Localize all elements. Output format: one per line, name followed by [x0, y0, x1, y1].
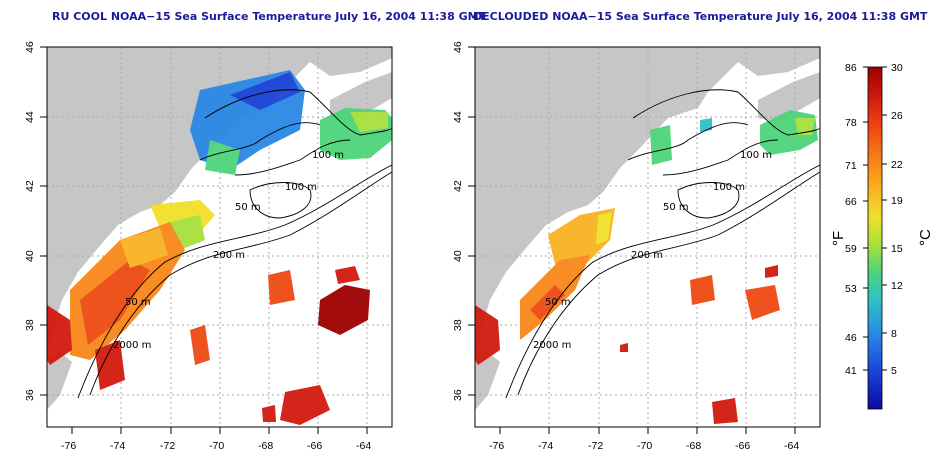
lon-tick: -64	[784, 440, 799, 452]
lat-tick: 44	[452, 111, 464, 123]
fahrenheit-tick: 41	[845, 365, 857, 377]
celsius-tick: 30	[891, 62, 903, 74]
contour-label: 50 m	[545, 297, 571, 308]
lon-tick: -72	[588, 440, 603, 452]
lon-tick: -70	[209, 440, 224, 452]
lon-tick: -74	[538, 440, 553, 452]
panel-1-map: 100 m 100 m 50 m 200 m 50 m 2000 m 36 38…	[24, 41, 393, 452]
sst-data	[475, 110, 818, 424]
lon-tick: -68	[686, 440, 701, 452]
celsius-tick: 5	[891, 365, 897, 377]
colorbar: 86 78 71 66 59 53 46 41 30 26 22 19 15 1…	[830, 62, 934, 410]
lon-tick: -72	[160, 440, 175, 452]
celsius-tick: 8	[891, 328, 897, 340]
contour-label: 2000 m	[533, 340, 571, 351]
lat-tick: 42	[452, 180, 464, 192]
nova-scotia	[758, 72, 820, 122]
celsius-unit-label: °C	[917, 229, 934, 246]
contour-label: 2000 m	[113, 340, 151, 351]
sst-data	[47, 70, 392, 425]
fahrenheit-tick: 86	[845, 62, 857, 74]
lat-tick: 36	[452, 389, 464, 401]
lon-tick: -64	[356, 440, 371, 452]
lat-tick: 46	[24, 41, 36, 53]
fahrenheit-tick: 46	[845, 332, 857, 344]
fahrenheit-tick: 53	[845, 283, 857, 295]
lat-tick: 40	[452, 250, 464, 262]
celsius-tick: 22	[891, 159, 903, 171]
land-mass	[47, 47, 392, 360]
colorbar-gradient	[867, 66, 883, 410]
lat-tick: 38	[452, 319, 464, 331]
lat-tick: 40	[24, 250, 36, 262]
lon-tick: -76	[489, 440, 504, 452]
fahrenheit-tick: 59	[845, 243, 857, 255]
isobath-contours	[77, 89, 392, 399]
panel-1-title: RU COOL NOAA−15 Sea Surface Temperature …	[52, 10, 487, 23]
celsius-tick: 19	[891, 195, 903, 207]
fahrenheit-tick: 66	[845, 196, 857, 208]
contour-label: 50 m	[125, 297, 151, 308]
panel-2-map: 100 m 100 m 50 m 200 m 50 m 2000 m 36 38…	[452, 41, 821, 452]
contour-label: 200 m	[213, 250, 245, 261]
contour-label: 100 m	[312, 150, 344, 161]
lat-tick: 38	[24, 319, 36, 331]
lon-tick: -66	[735, 440, 750, 452]
celsius-tick: 15	[891, 243, 903, 255]
contour-label: 100 m	[713, 182, 745, 193]
celsius-tick: 12	[891, 280, 903, 292]
lat-tick: 36	[24, 389, 36, 401]
lon-tick: -68	[258, 440, 273, 452]
fahrenheit-unit-label: °F	[830, 231, 847, 246]
contour-label: 50 m	[663, 202, 689, 213]
fahrenheit-tick: 78	[845, 117, 857, 129]
land-mass	[475, 47, 820, 360]
fahrenheit-tick: 71	[845, 160, 857, 172]
isobath-contours	[505, 89, 820, 399]
lat-tick: 46	[452, 41, 464, 53]
lon-tick: -70	[637, 440, 652, 452]
contour-label: 50 m	[235, 202, 261, 213]
contour-label: 100 m	[740, 150, 772, 161]
lon-tick: -74	[110, 440, 125, 452]
lon-tick: -66	[307, 440, 322, 452]
lat-tick: 44	[24, 111, 36, 123]
lon-tick: -76	[61, 440, 76, 452]
panel-2-title: DECLOUDED NOAA−15 Sea Surface Temperatur…	[473, 10, 928, 23]
celsius-tick: 26	[891, 110, 903, 122]
contour-label: 200 m	[631, 250, 663, 261]
lat-tick: 42	[24, 180, 36, 192]
contour-label: 100 m	[285, 182, 317, 193]
